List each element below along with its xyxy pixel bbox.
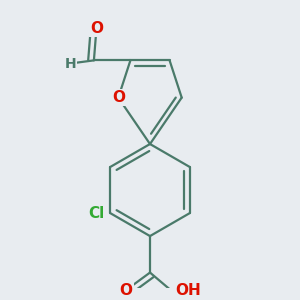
Text: O: O [90, 21, 103, 36]
Text: O: O [112, 90, 125, 105]
Text: Cl: Cl [88, 206, 104, 220]
Text: H: H [64, 56, 76, 70]
Text: O: O [120, 283, 133, 298]
Text: OH: OH [176, 283, 201, 298]
